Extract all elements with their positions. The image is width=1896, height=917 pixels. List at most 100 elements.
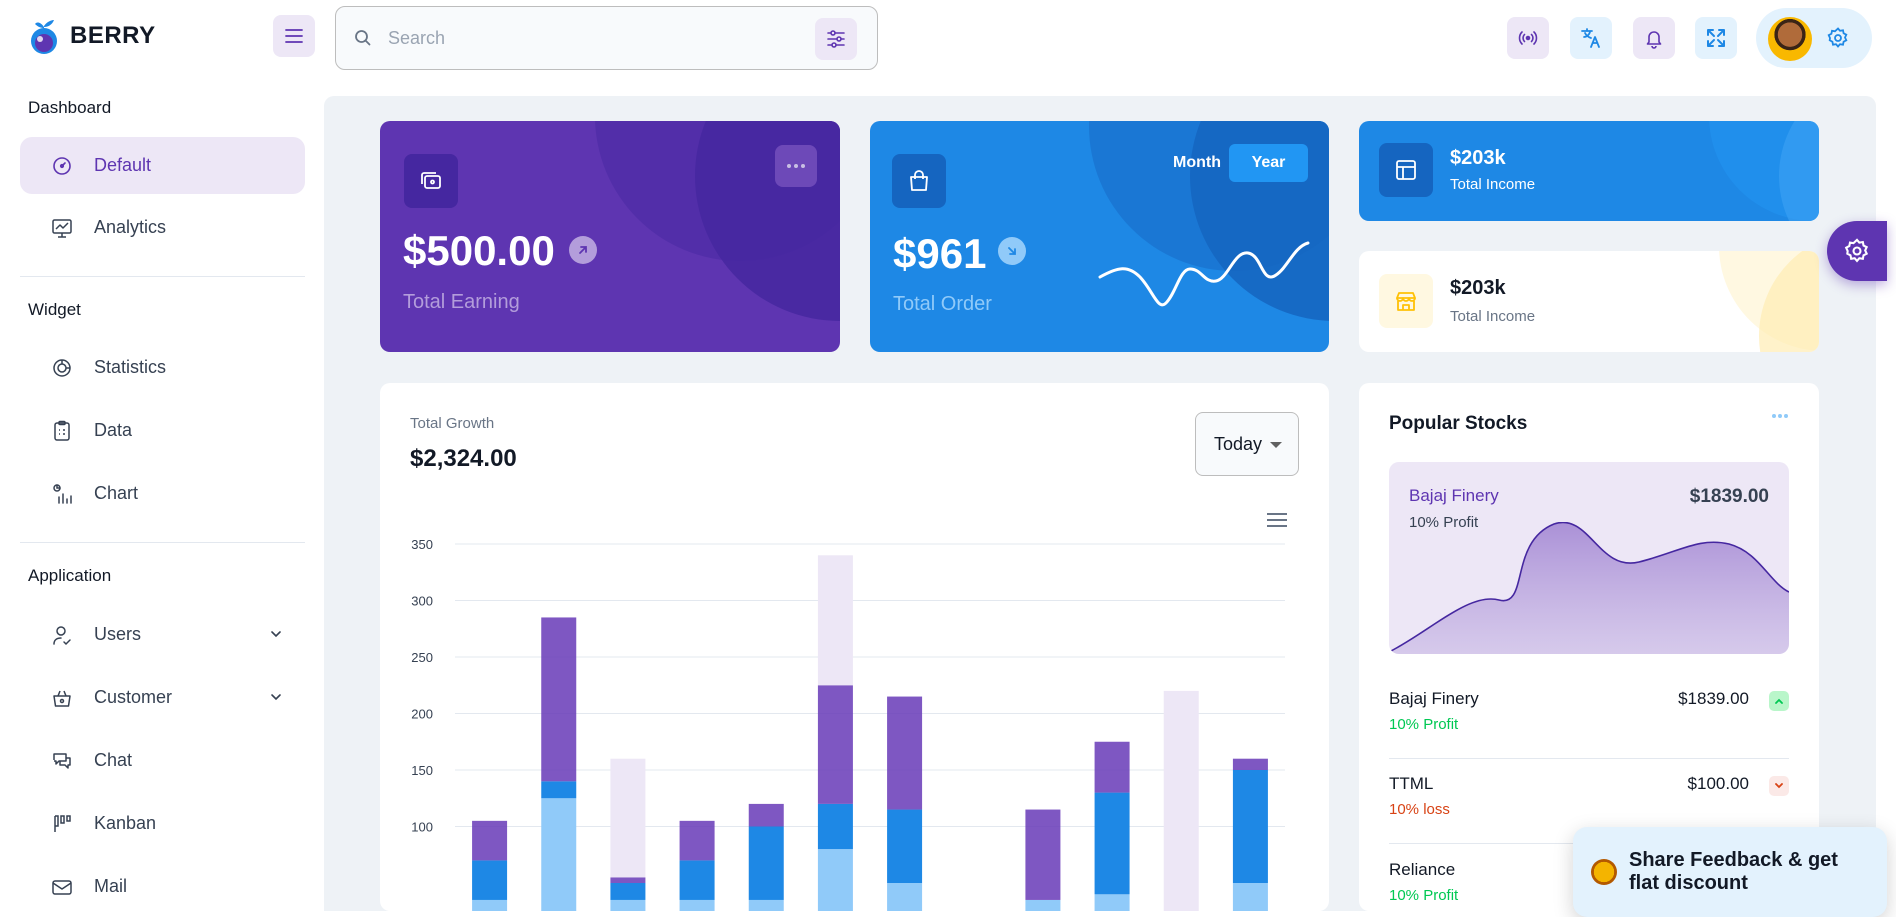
- stock-change: 10% Profit: [1389, 887, 1459, 904]
- sidebar-section-application: Application: [28, 566, 112, 585]
- sidebar-item-kanban[interactable]: Kanban: [20, 795, 305, 852]
- stock-row[interactable]: Reliance 10% Profit: [1389, 860, 1789, 911]
- chart-bar-may-s0[interactable]: [748, 899, 784, 911]
- chart-bar-apr-s1[interactable]: [679, 860, 715, 900]
- chart-bar-may-s2[interactable]: [748, 803, 784, 827]
- total-order-card: Month Year $961 Total Order: [870, 121, 1329, 352]
- order-sparkline: [1098, 241, 1310, 307]
- live-button[interactable]: [1507, 17, 1549, 59]
- chart-bar-jun-s1[interactable]: [817, 803, 853, 850]
- chart-bar-dec-s2[interactable]: [1232, 758, 1268, 770]
- y-tick-label: 200: [411, 707, 433, 722]
- chart-menu-icon[interactable]: [1266, 511, 1288, 529]
- chart-bar-jan-s2[interactable]: [472, 820, 508, 861]
- year-toggle-button[interactable]: Year: [1229, 144, 1308, 182]
- chart-bar-nov-s3[interactable]: [1163, 690, 1199, 911]
- stock-name: TTML: [1389, 774, 1434, 793]
- stock-value: $1839.00: [1689, 486, 1769, 507]
- chart-bar-feb-s0[interactable]: [541, 798, 577, 911]
- search-icon: [355, 30, 371, 46]
- avatar[interactable]: [1768, 17, 1812, 61]
- language-button[interactable]: [1570, 17, 1612, 59]
- stock-change: 10% loss: [1389, 801, 1450, 818]
- feedback-popup[interactable]: Share Feedback & get flat discount: [1573, 827, 1887, 917]
- chart-bar-oct-s2[interactable]: [1094, 741, 1130, 793]
- chart-bar-mar-s0[interactable]: [610, 899, 646, 911]
- expand-icon: [1707, 29, 1725, 47]
- stock-area-chart: [1389, 522, 1789, 654]
- chart-bar-dec-s1[interactable]: [1232, 770, 1268, 883]
- chart-bar-jan-s1[interactable]: [472, 860, 508, 900]
- sidebar-item-chart[interactable]: Chart: [20, 465, 305, 522]
- storefront-icon: [1396, 292, 1416, 311]
- order-value: $961: [893, 230, 987, 277]
- chart-icon: [50, 482, 74, 506]
- total-income-card-dark: $203k Total Income: [1359, 121, 1819, 221]
- chart-bar-apr-s2[interactable]: [679, 820, 715, 861]
- broadcast-icon: [1518, 31, 1538, 45]
- sidebar-item-users[interactable]: Users: [20, 606, 305, 663]
- chat-icon: [50, 749, 74, 773]
- chart-bar-feb-s2[interactable]: [541, 617, 577, 782]
- chart-bar-mar-s2[interactable]: [610, 877, 646, 883]
- bell-icon: [1646, 31, 1662, 49]
- more-horizontal-icon[interactable]: [1771, 413, 1789, 419]
- chart-bar-may-s1[interactable]: [748, 826, 784, 900]
- chart-bar-jun-s2[interactable]: [817, 685, 853, 804]
- more-options-button[interactable]: [775, 145, 817, 187]
- stock-name: Bajaj Finery: [1389, 689, 1479, 708]
- income-label: Total Income: [1450, 176, 1536, 193]
- chart-bar-mar-s1[interactable]: [610, 883, 646, 900]
- fullscreen-button[interactable]: [1695, 17, 1737, 59]
- search-filter-button[interactable]: [815, 18, 857, 60]
- chart-bar-feb-s1[interactable]: [541, 781, 577, 799]
- brand-logo[interactable]: BERRY: [28, 16, 156, 56]
- chart-bar-oct-s0[interactable]: [1094, 894, 1130, 911]
- chart-bar-oct-s1[interactable]: [1094, 792, 1130, 895]
- earning-label: Total Earning: [403, 291, 520, 313]
- discount-badge-icon: [1591, 859, 1617, 885]
- period-select[interactable]: Today: [1195, 412, 1299, 476]
- sidebar-item-analytics[interactable]: Analytics: [20, 199, 305, 256]
- sidebar-item-customer[interactable]: Customer: [20, 669, 305, 726]
- analytics-icon: [50, 216, 74, 240]
- sidebar-item-label: Customer: [94, 687, 173, 707]
- decoration-circle: [1779, 121, 1819, 221]
- stock-name: Bajaj Finery: [1409, 486, 1499, 505]
- chart-bar-jul-s1[interactable]: [887, 809, 923, 883]
- sidebar-item-label: Chart: [94, 483, 139, 503]
- chart-bar-jul-s0[interactable]: [887, 883, 923, 911]
- order-label: Total Order: [893, 293, 992, 315]
- search-input[interactable]: [388, 27, 788, 49]
- sidebar-item-label: Analytics: [94, 217, 167, 237]
- top-header: BERRY: [0, 0, 1896, 80]
- sidebar-item-default[interactable]: Default: [20, 137, 305, 194]
- sidebar-item-data[interactable]: Data: [20, 402, 305, 459]
- sidebar-item-statistics[interactable]: Statistics: [20, 339, 305, 396]
- chart-bar-dec-s0[interactable]: [1232, 883, 1268, 911]
- stock-row[interactable]: Bajaj Finery $1839.00 10% Profit: [1389, 689, 1789, 774]
- income-label: Total Income: [1450, 308, 1536, 325]
- chart-bar-jun-s0[interactable]: [817, 849, 853, 911]
- settings-icon[interactable]: [1826, 26, 1850, 50]
- notifications-button[interactable]: [1633, 17, 1675, 59]
- chart-bar-mar-s3[interactable]: [610, 758, 646, 878]
- menu-toggle-button[interactable]: [273, 15, 315, 57]
- chevron-down-icon: [271, 631, 281, 638]
- chart-bar-sep-s0[interactable]: [1025, 899, 1061, 911]
- chart-bar-sep-s2[interactable]: [1025, 809, 1061, 900]
- users-icon: [50, 623, 74, 647]
- chart-bar-apr-s0[interactable]: [679, 899, 715, 911]
- sidebar-item-mail[interactable]: Mail: [20, 858, 305, 915]
- chart-bar-jan-s0[interactable]: [472, 899, 508, 911]
- customize-settings-button[interactable]: [1827, 221, 1887, 281]
- sidebar-item-chat[interactable]: Chat: [20, 732, 305, 789]
- y-tick-label: 100: [411, 820, 433, 835]
- y-tick-label: 300: [411, 594, 433, 609]
- stocks-title: Popular Stocks: [1389, 413, 1528, 434]
- chart-bar-jun-s3[interactable]: [817, 555, 853, 686]
- sidebar-section-widget: Widget: [28, 300, 81, 319]
- y-tick-label: 250: [411, 650, 433, 665]
- chart-bar-jul-s2[interactable]: [887, 696, 923, 810]
- month-toggle-button[interactable]: Month: [1173, 154, 1221, 171]
